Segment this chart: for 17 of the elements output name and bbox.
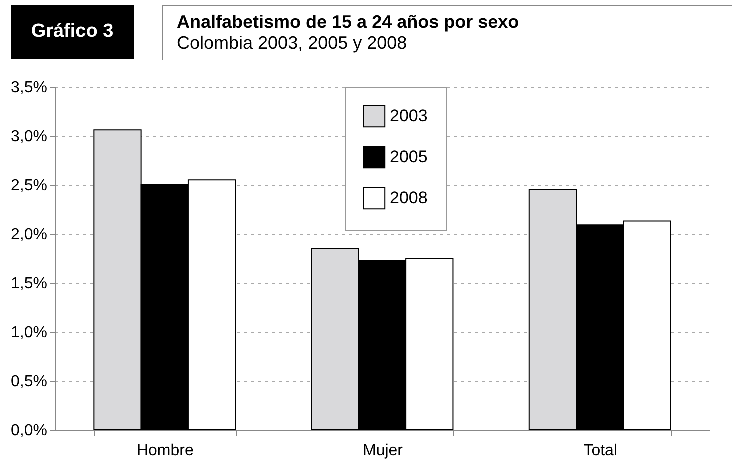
chart-subtitle: Colombia 2003, 2005 y 2008 [177,33,408,54]
x-tick-label: Total [584,442,618,460]
y-tick-label: 0,0% [11,422,48,440]
y-tick-label: 2,5% [11,178,48,194]
y-tick-label: 2,0% [11,226,48,244]
legend-label: 2005 [390,148,428,166]
legend-label: 2008 [390,188,428,208]
legend-label: 2003 [390,106,428,126]
y-tick-label: 1,5% [11,276,48,292]
y-tick-label: 3,0% [11,128,48,146]
x-tick-label: Mujer [362,442,404,460]
y-tick-label: 0,5% [11,374,48,390]
chart-title: Analfabetismo de 15 a 24 años por sexo [177,12,520,33]
x-tick-label: Hombre [136,442,194,460]
y-tick-label: 1,0% [11,324,48,342]
y-tick-label: 3,5% [11,80,48,96]
text: Gráfico 3 [11,5,134,59]
